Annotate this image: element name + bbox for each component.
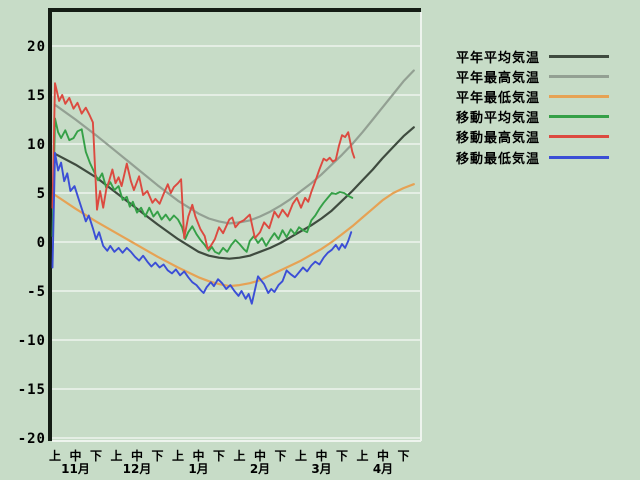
plot-border-left <box>48 8 52 441</box>
x-axis-period-label: 中 <box>377 448 389 463</box>
legend-item-normal-avg: 平年平均気温 <box>456 46 609 66</box>
x-axis-period-label: 下 <box>397 449 409 463</box>
legend-item-normal-low: 平年最低気温 <box>456 86 609 106</box>
x-axis-period-label: 上 <box>49 448 61 463</box>
x-axis-month-label: 1月 <box>188 462 208 476</box>
x-axis-month-label: 4月 <box>373 462 393 476</box>
x-axis-period-label: 下 <box>90 449 102 463</box>
series-moving-low-line <box>51 151 353 305</box>
legend-label: 移動最高気温 <box>456 131 541 147</box>
x-axis-month-label: 12月 <box>123 462 152 476</box>
legend-item-normal-high: 平年最高気温 <box>456 66 609 86</box>
series-normal-high-line <box>53 69 415 225</box>
y-axis-tick-label: 20 <box>27 39 46 55</box>
x-axis-month-label: 2月 <box>250 462 270 476</box>
x-axis-period-label: 下 <box>274 449 286 463</box>
x-axis-period-label: 上 <box>356 448 368 463</box>
x-axis-period-label: 中 <box>315 448 327 463</box>
x-axis-month-label: 3月 <box>311 462 331 476</box>
x-axis-period-label: 中 <box>192 448 204 463</box>
x-axis-period-label: 上 <box>172 448 184 463</box>
y-axis-tick-label: 5 <box>37 186 46 202</box>
y-axis-tick-label: -20 <box>18 431 46 447</box>
chart-legend: 平年平均気温 平年最高気温 平年最低気温 移動平均気温 移動最高気温 移動最低気温 <box>456 46 609 167</box>
x-axis-period-label: 上 <box>233 448 245 463</box>
y-axis-tick-label: -10 <box>18 333 46 349</box>
legend-swatch-line <box>549 94 609 98</box>
plot-border-top <box>48 8 421 12</box>
y-axis-tick-label: 10 <box>27 137 46 153</box>
legend-label: 平年最低気温 <box>456 90 541 106</box>
x-axis-period-label: 上 <box>295 448 307 463</box>
legend-swatch-line <box>549 54 609 58</box>
legend-label: 移動最低気温 <box>456 151 541 167</box>
y-axis-tick-label: 0 <box>37 235 46 251</box>
legend-item-moving-high: 移動最高気温 <box>456 127 609 147</box>
x-axis-period-label: 中 <box>254 448 266 463</box>
x-axis-month-label: 11月 <box>61 462 90 476</box>
series-moving-high-line <box>51 82 356 250</box>
x-axis-period-label: 下 <box>336 449 348 463</box>
legend-swatch-line <box>549 74 609 78</box>
x-axis-period-label: 中 <box>69 448 81 463</box>
series-moving-avg-line <box>51 117 354 255</box>
x-axis-period-label: 下 <box>213 449 225 463</box>
series-normal-avg-line <box>53 126 415 260</box>
legend-item-moving-low: 移動最低気温 <box>456 147 609 167</box>
legend-label: 平年最高気温 <box>456 70 541 86</box>
x-axis-period-label: 上 <box>110 448 122 463</box>
x-axis-period-label: 中 <box>131 448 143 463</box>
legend-label: 平年平均気温 <box>456 50 541 66</box>
y-axis-tick-label: -5 <box>27 284 46 300</box>
y-axis-tick-label: -15 <box>18 382 46 398</box>
legend-swatch-line <box>549 135 609 139</box>
legend-swatch-line <box>549 115 609 119</box>
legend-item-moving-avg: 移動平均気温 <box>456 107 609 127</box>
series-normal-low-line <box>53 183 415 288</box>
legend-label: 移動平均気温 <box>456 111 541 127</box>
y-axis-tick-label: 15 <box>27 88 46 104</box>
x-axis-period-label: 下 <box>151 449 163 463</box>
legend-swatch-line <box>549 155 609 159</box>
